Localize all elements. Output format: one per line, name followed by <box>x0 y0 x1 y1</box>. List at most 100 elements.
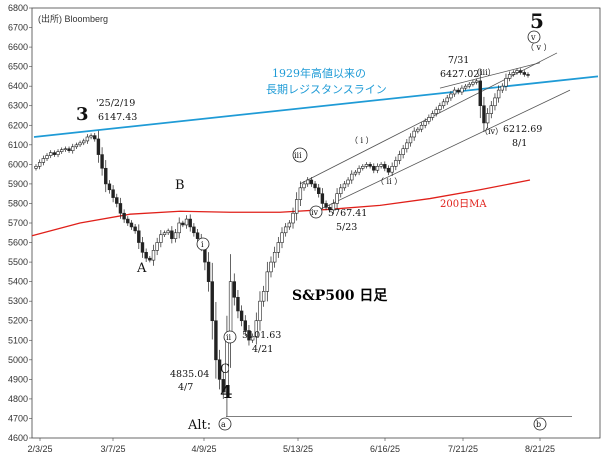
y-tick-label: 5700 <box>8 218 28 228</box>
y-tick-label: 5300 <box>8 296 28 306</box>
x-tick-label: 2/3/25 <box>27 444 52 454</box>
channel-lower-line <box>315 89 571 212</box>
circled-iii: iii <box>292 147 308 163</box>
candle-body <box>118 203 123 214</box>
candle-body <box>397 154 402 161</box>
y-tick-label: 6400 <box>8 81 28 91</box>
y-tick-label: 6500 <box>8 62 28 72</box>
x-tick-label: 4/9/25 <box>191 444 216 454</box>
svg-text:ii: ii <box>226 333 232 342</box>
candle-body <box>188 218 192 228</box>
candle-body <box>438 105 442 110</box>
wave-C-label: C <box>220 362 230 377</box>
candle-body <box>126 218 130 224</box>
candle-body <box>449 93 453 99</box>
x-tick-label: 6/16/25 <box>370 444 400 454</box>
y-tick-label: 5600 <box>8 238 28 248</box>
candle-body <box>104 167 108 185</box>
candle-body <box>276 242 281 253</box>
candle-body <box>261 291 266 302</box>
channel-i-label: （ i ） <box>350 136 374 145</box>
candle-body <box>383 164 387 169</box>
candle-body <box>350 173 354 181</box>
candle-body <box>210 281 214 322</box>
candle-body <box>272 252 277 263</box>
candle-body <box>243 320 247 331</box>
wave-4-label: 4 <box>220 382 233 403</box>
candle-body <box>309 179 314 185</box>
candle-body <box>122 212 126 220</box>
circled-iv: iv <box>309 205 323 219</box>
candle-body <box>258 300 262 322</box>
candle-body <box>37 162 42 167</box>
candle-body <box>467 83 471 87</box>
candle-body <box>478 80 482 107</box>
ma200-label: 200日MA <box>440 199 487 210</box>
candle-body <box>291 212 295 224</box>
y-tick-label: 6700 <box>8 23 28 33</box>
candle-body <box>441 101 446 107</box>
candle-body <box>283 226 288 234</box>
y-tick-label: 5800 <box>8 198 28 208</box>
apr7-value: 4835.04 <box>170 369 209 380</box>
candle-body <box>489 105 493 114</box>
y-tick-label: 6800 <box>8 3 28 13</box>
candle-body <box>52 152 57 155</box>
candle-body <box>34 166 38 169</box>
y-tick-label: 6100 <box>8 140 28 150</box>
svg-text:v: v <box>530 33 536 42</box>
candle-body <box>206 261 211 282</box>
candle-body <box>129 222 134 228</box>
candle-body <box>162 232 167 236</box>
candle-body <box>335 193 339 204</box>
y-tick-label: 6000 <box>8 159 28 169</box>
candle-body <box>375 166 380 171</box>
candle-body <box>368 164 372 167</box>
wave-3-label: 3 <box>76 104 89 125</box>
candle-body <box>48 152 53 156</box>
x-axis: 2/3/25 3/7/25 4/9/25 5/13/25 6/16/25 7/21/25 8… <box>27 438 555 454</box>
candle-body <box>78 142 82 146</box>
svg-text:iii: iii <box>294 151 302 160</box>
circled-a: a <box>218 417 232 431</box>
ma200-line <box>31 179 531 237</box>
y-tick-label: 5000 <box>8 355 28 365</box>
candle-body <box>445 97 449 103</box>
candle-body <box>195 232 200 239</box>
candle-body <box>353 171 358 175</box>
candle-body <box>96 138 101 155</box>
candle-body <box>357 167 361 173</box>
y-tick-label: 4600 <box>8 433 28 443</box>
candle-body <box>511 72 516 75</box>
channel-ii-label: （ ii ） <box>376 177 402 186</box>
may23-date: 5/23 <box>336 222 357 233</box>
candlesticks <box>34 68 530 417</box>
candle-body <box>324 203 328 208</box>
candle-body <box>137 230 141 243</box>
candle-body <box>423 121 427 126</box>
svg-text:b: b <box>536 420 541 429</box>
candle-body <box>298 187 303 200</box>
channel-iv-label: （iv） <box>480 127 503 136</box>
candle-body <box>45 155 49 159</box>
candle-body <box>339 187 343 194</box>
candle-body <box>452 89 457 95</box>
candle-body <box>412 130 416 138</box>
candle-body <box>159 234 163 243</box>
candle-body <box>346 179 350 185</box>
svg-text:a: a <box>221 420 226 429</box>
candle-body <box>100 154 104 169</box>
candle-body <box>364 164 369 167</box>
candle-body <box>184 218 189 226</box>
jul31-value: 6427.02 <box>440 69 479 80</box>
x-tick-label: 5/13/25 <box>283 444 313 454</box>
resistance-label-1: 1929年高値以来の <box>272 66 366 80</box>
candle-body <box>254 320 258 337</box>
candle-body <box>239 310 244 322</box>
circled-b: b <box>533 417 547 431</box>
channel-mid-line <box>439 62 541 89</box>
candle-body <box>214 320 218 361</box>
candle-body <box>93 135 97 140</box>
candle-body <box>250 336 255 341</box>
